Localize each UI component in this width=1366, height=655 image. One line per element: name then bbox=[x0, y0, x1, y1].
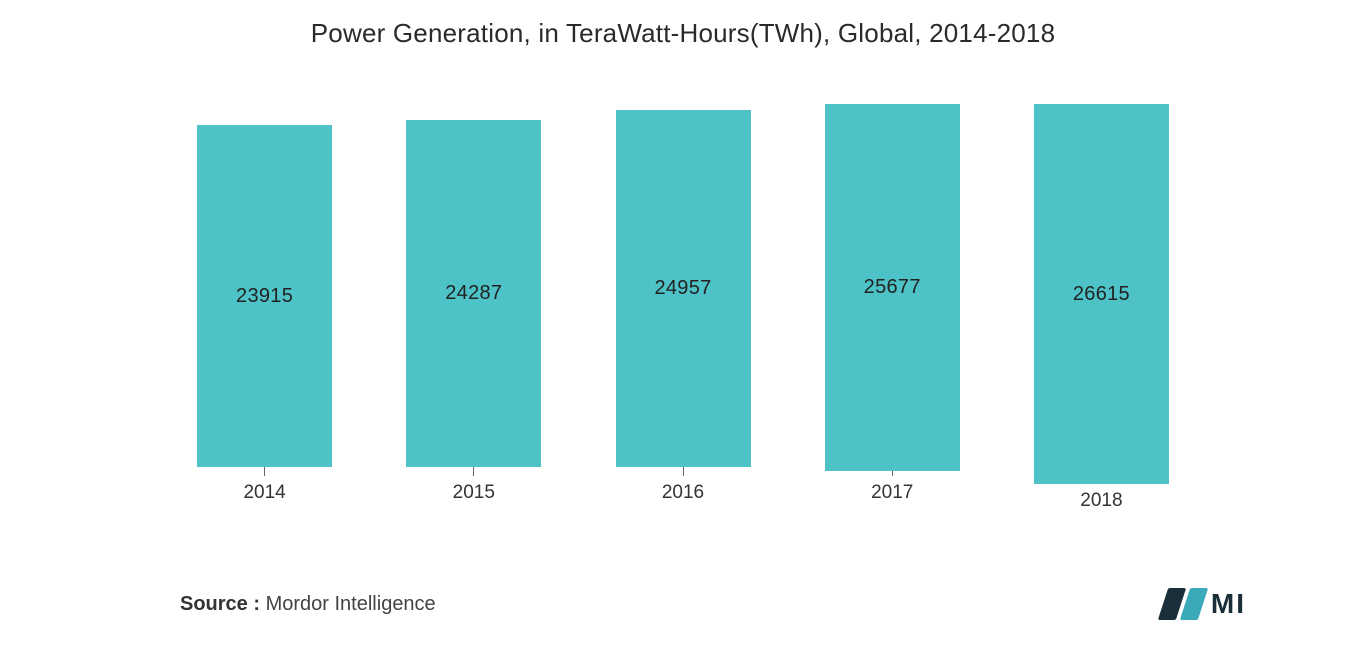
axis-tick bbox=[683, 467, 684, 476]
axis-tick bbox=[264, 467, 265, 476]
bar-chart-plot: 23915 2014 24287 2015 24957 2016 25677 bbox=[160, 104, 1206, 504]
axis-tick bbox=[892, 471, 893, 476]
bar-2016: 24957 bbox=[616, 110, 751, 467]
bar-group: 24957 2016 bbox=[578, 104, 787, 504]
x-category-label: 2017 bbox=[871, 482, 913, 504]
x-category-label: 2016 bbox=[662, 482, 704, 504]
bar-wrap: 25677 bbox=[788, 104, 997, 471]
bar-value-label: 24957 bbox=[654, 277, 711, 300]
logo-mark-icon bbox=[1163, 588, 1203, 620]
bar-group: 26615 2018 bbox=[997, 104, 1206, 504]
bar-wrap: 23915 bbox=[160, 104, 369, 467]
bar-group: 24287 2015 bbox=[369, 104, 578, 504]
x-category-label: 2014 bbox=[243, 482, 285, 504]
bar-group: 25677 2017 bbox=[788, 104, 997, 504]
bar-2017: 25677 bbox=[825, 104, 960, 471]
chart-title: Power Generation, in TeraWatt-Hours(TWh)… bbox=[0, 0, 1366, 49]
bar-wrap: 24287 bbox=[369, 104, 578, 467]
bar-wrap: 24957 bbox=[578, 104, 787, 467]
axis-tick bbox=[473, 467, 474, 476]
bar-value-label: 25677 bbox=[864, 276, 921, 299]
bar-2015: 24287 bbox=[406, 120, 541, 467]
chart-footer: Source : Mordor Intelligence MI bbox=[180, 588, 1306, 620]
x-category-label: 2015 bbox=[453, 482, 495, 504]
bar-wrap: 26615 bbox=[997, 104, 1206, 484]
bar-value-label: 26615 bbox=[1073, 283, 1130, 306]
brand-logo: MI bbox=[1163, 588, 1246, 620]
bar-2018: 26615 bbox=[1034, 104, 1169, 484]
bar-2014: 23915 bbox=[197, 125, 332, 467]
bar-value-label: 23915 bbox=[236, 285, 293, 308]
x-category-label: 2018 bbox=[1080, 490, 1122, 512]
source-label: Source : bbox=[180, 593, 260, 615]
bar-value-label: 24287 bbox=[445, 282, 502, 305]
bar-group: 23915 2014 bbox=[160, 104, 369, 504]
source-value: Mordor Intelligence bbox=[266, 593, 436, 615]
source-attribution: Source : Mordor Intelligence bbox=[180, 593, 436, 616]
logo-text: MI bbox=[1211, 588, 1246, 620]
